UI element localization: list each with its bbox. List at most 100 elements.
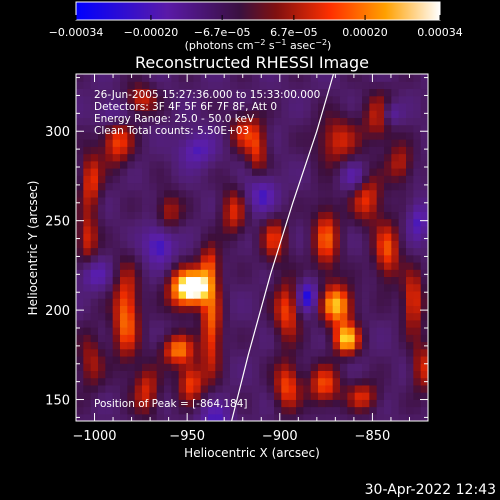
heatmap-cell — [164, 384, 172, 393]
heatmap-cell — [215, 363, 224, 371]
heatmap-cell — [391, 413, 400, 421]
heatmap-cell — [259, 290, 268, 299]
heatmap-cell — [406, 196, 414, 205]
heatmap-cell — [222, 334, 231, 343]
heatmap-cell — [215, 153, 224, 162]
heatmap-cell — [237, 110, 246, 118]
heatmap-cell — [274, 146, 282, 155]
heatmap-cell — [384, 355, 392, 364]
heatmap-cell — [266, 110, 275, 118]
heatmap-cell — [369, 355, 378, 364]
heatmap-cell — [398, 377, 407, 386]
heatmap-cell — [149, 233, 158, 241]
heatmap-cell — [252, 196, 260, 205]
heatmap-cell — [288, 95, 297, 104]
heatmap-cell — [112, 95, 121, 104]
heatmap-cell — [208, 413, 216, 421]
heatmap-cell — [178, 189, 187, 198]
heatmap-cell — [310, 153, 319, 162]
heatmap-cell — [105, 363, 114, 371]
heatmap-cell — [310, 146, 319, 155]
heatmap-cell — [303, 240, 312, 249]
heatmap-cell — [83, 406, 92, 415]
x-tick-label: −950 — [169, 429, 205, 444]
heatmap-cell — [149, 175, 158, 184]
chart-title: Reconstructed RHESSI Image — [135, 53, 369, 72]
heatmap-cell — [171, 204, 180, 212]
heatmap-cell — [215, 117, 224, 126]
heatmap-cell — [134, 269, 143, 278]
heatmap-cell — [354, 355, 363, 364]
heatmap-cell — [318, 81, 326, 90]
heatmap-cell — [134, 160, 143, 169]
heatmap-cell — [156, 167, 165, 176]
heatmap-cell — [164, 276, 172, 285]
heatmap-cell — [376, 74, 385, 82]
heatmap-cell — [208, 327, 216, 335]
heatmap-cell — [303, 312, 312, 321]
heatmap-cell — [76, 102, 84, 111]
heatmap-cell — [208, 211, 216, 220]
heatmap-cell — [259, 413, 268, 421]
heatmap-cell — [252, 74, 260, 82]
heatmap-cell — [200, 240, 209, 249]
heatmap-cell — [105, 269, 114, 278]
heatmap-cell — [398, 131, 407, 140]
heatmap-cell — [340, 363, 348, 371]
annotation-line: Energy Range: 25.0 - 50.0 keV — [94, 113, 255, 125]
heatmap-cell — [208, 182, 216, 191]
heatmap-cell — [303, 175, 312, 184]
heatmap-cell — [288, 276, 297, 285]
heatmap-cell — [208, 102, 216, 111]
heatmap-cell — [98, 74, 106, 82]
heatmap-cell — [384, 204, 392, 212]
heatmap-cell — [127, 233, 136, 241]
heatmap-cell — [420, 81, 428, 90]
heatmap-cell — [142, 175, 150, 184]
heatmap-cell — [362, 160, 370, 169]
heatmap-cell — [413, 392, 422, 400]
heatmap-cell — [186, 95, 194, 104]
heatmap-cell — [193, 240, 202, 249]
heatmap-cell — [244, 117, 253, 126]
heatmap-cell — [112, 240, 121, 249]
heatmap-cell — [369, 131, 378, 140]
heatmap-cell — [237, 196, 246, 205]
heatmap-cell — [398, 363, 407, 371]
heatmap-cell — [215, 95, 224, 104]
heatmap-cell — [76, 290, 84, 299]
heatmap-cell — [222, 74, 231, 82]
heatmap-cell — [134, 327, 143, 335]
heatmap-cell — [142, 233, 150, 241]
heatmap-cell — [340, 225, 348, 234]
heatmap-cell — [200, 348, 209, 357]
heatmap-cell — [222, 370, 231, 379]
heatmap-cell — [420, 95, 428, 104]
heatmap-cell — [193, 406, 202, 415]
heatmap-cell — [112, 305, 121, 314]
heatmap-cell — [340, 355, 348, 364]
heatmap-cell — [127, 406, 136, 415]
heatmap-cell — [274, 81, 282, 90]
heatmap-cell — [83, 95, 92, 104]
heatmap-cell — [149, 334, 158, 343]
heatmap-cell — [178, 139, 187, 147]
heatmap-cell — [90, 117, 99, 126]
heatmap-cell — [252, 355, 260, 364]
heatmap-cell — [332, 95, 341, 104]
heatmap-cell — [369, 290, 378, 299]
heatmap-cell — [318, 139, 326, 147]
heatmap-cell — [149, 348, 158, 357]
heatmap-cell — [200, 74, 209, 82]
heatmap-cell — [134, 88, 143, 97]
heatmap-cell — [98, 175, 106, 184]
heatmap-cell — [178, 370, 187, 379]
heatmap-cell — [244, 124, 253, 133]
heatmap-cell — [171, 254, 180, 263]
heatmap-cell — [230, 204, 238, 212]
heatmap-cell — [391, 204, 400, 212]
heatmap-cell — [310, 175, 319, 184]
heatmap-cell — [208, 406, 216, 415]
heatmap-cell — [193, 355, 202, 364]
